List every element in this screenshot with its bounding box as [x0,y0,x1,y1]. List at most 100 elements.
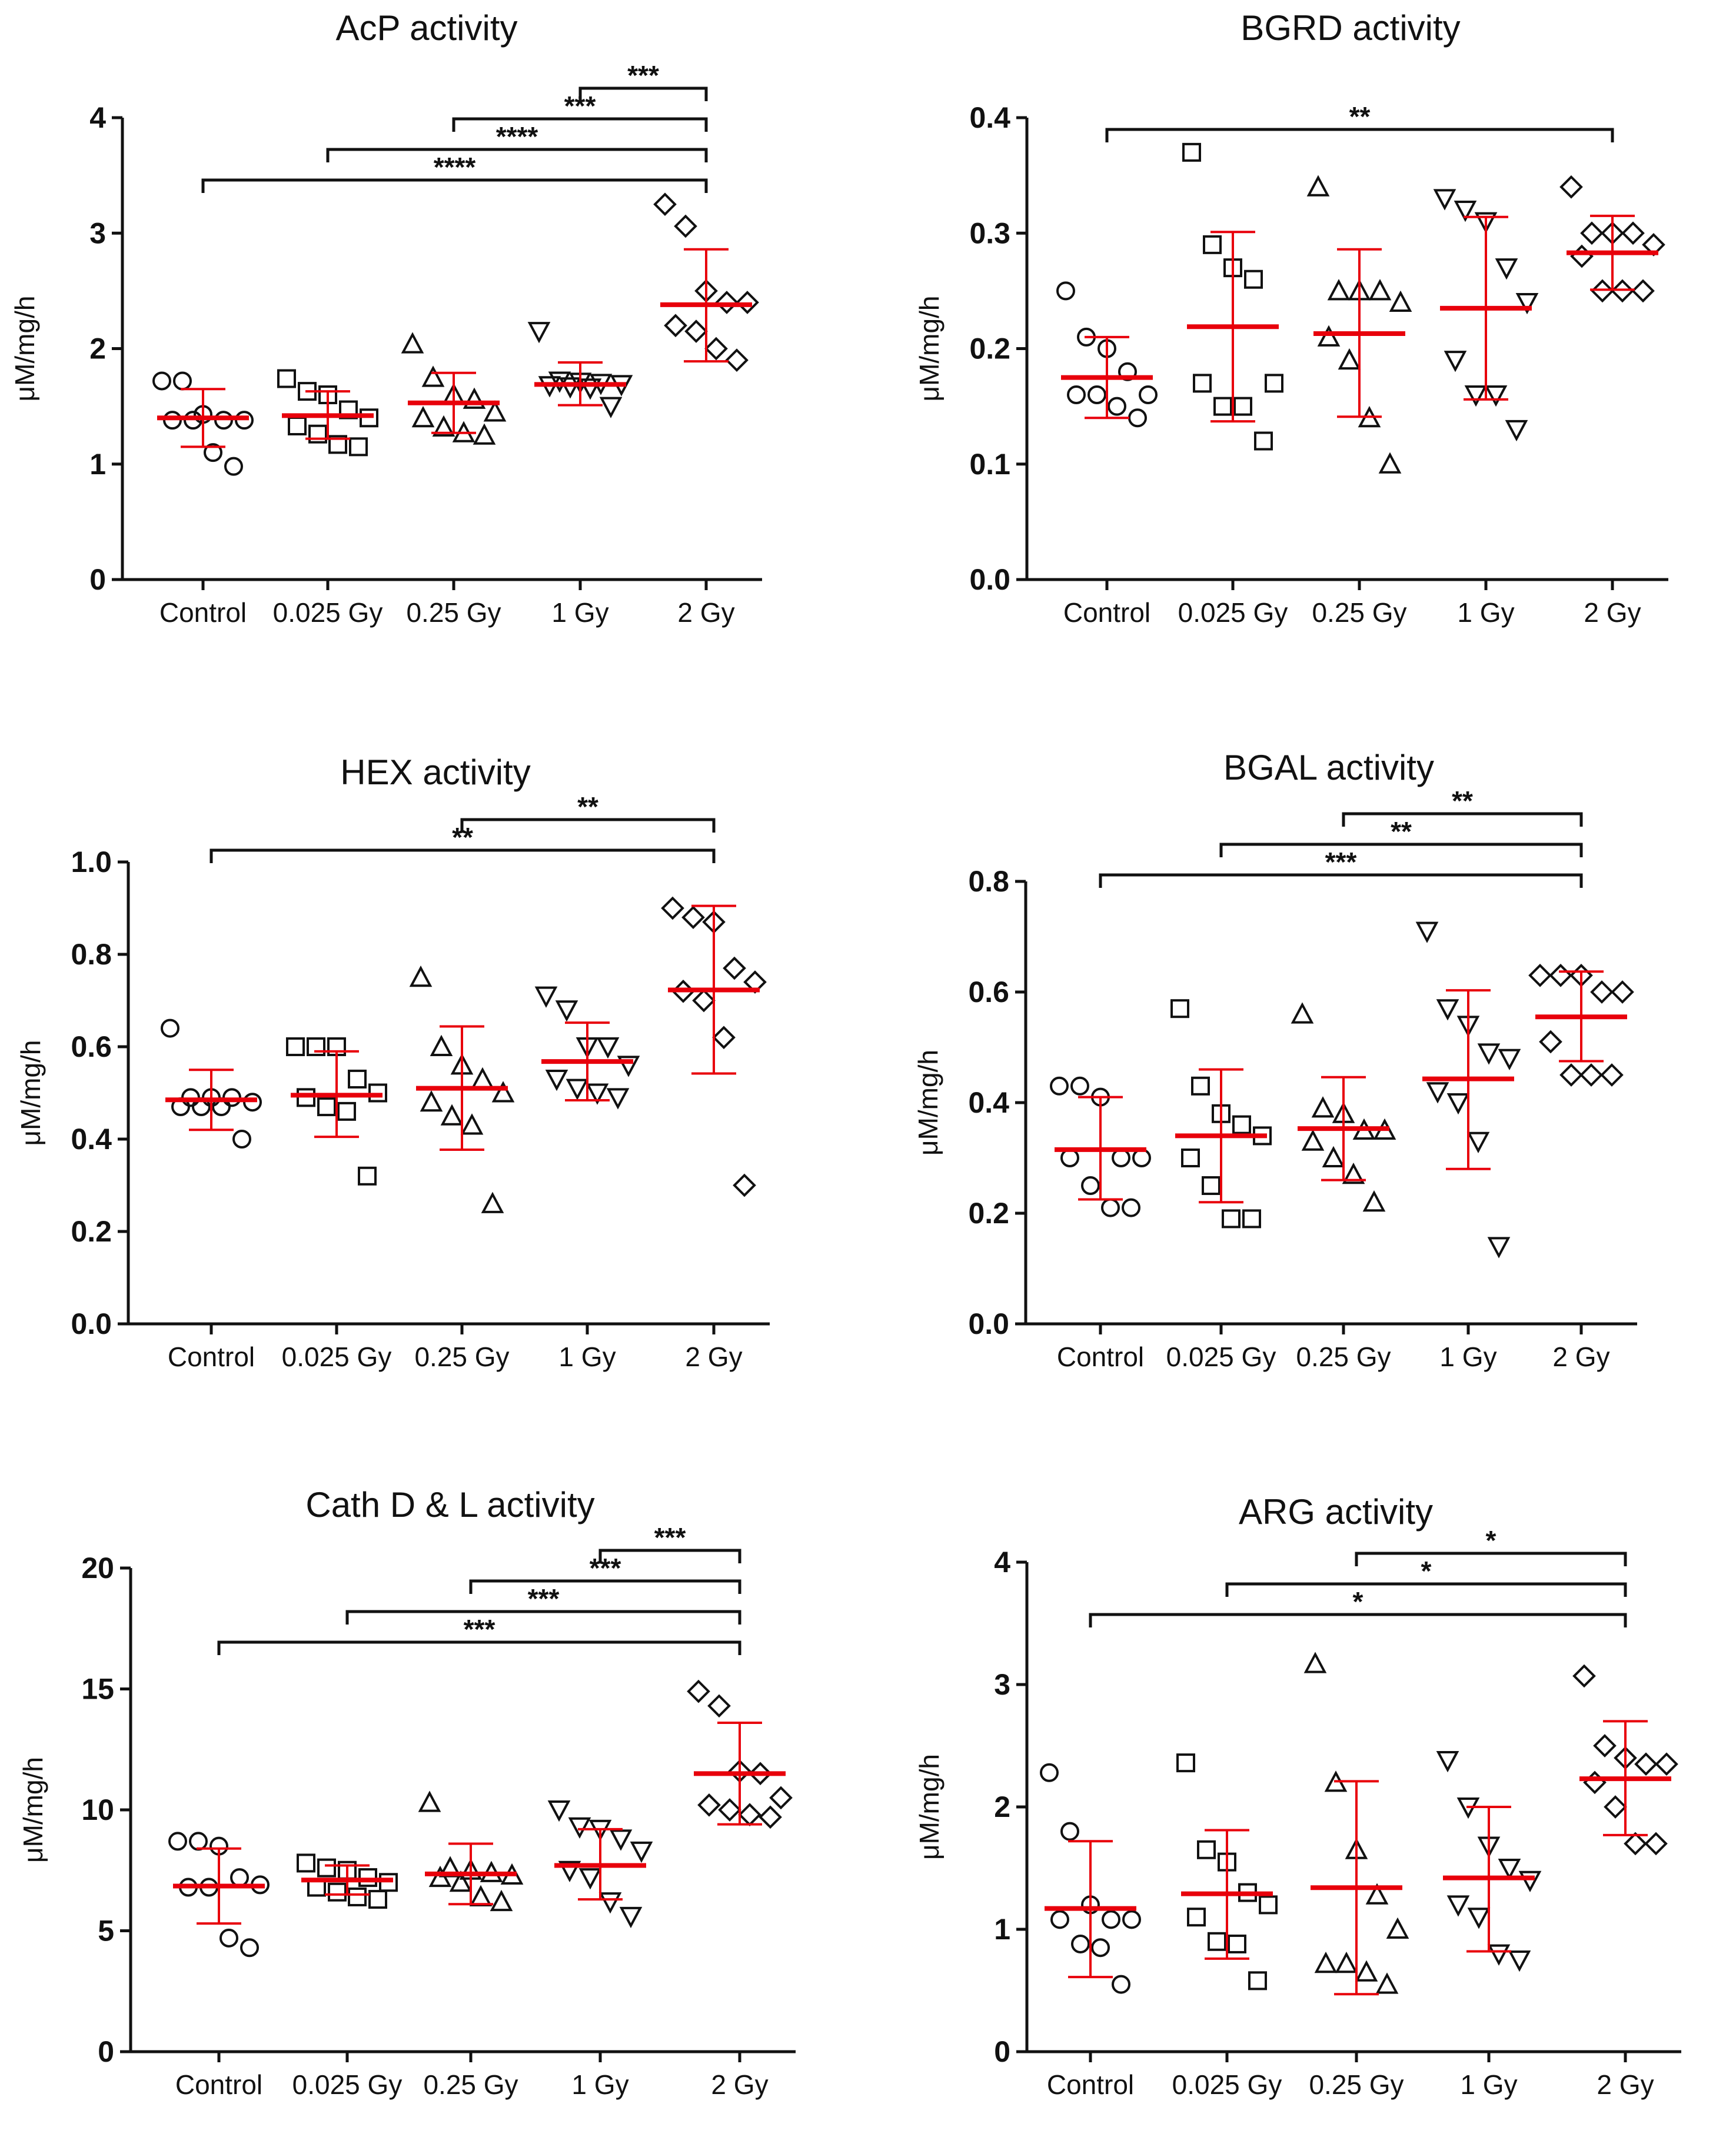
data-point [1265,374,1283,393]
data-point [1327,279,1351,301]
data-point [1228,1934,1246,1953]
chart-panel-3: HEX activity μM/mg/h 0.0 0.2 0.4 0.6 0.8 1.0 Con… [15,753,770,1372]
data-point [224,457,243,476]
data-point [358,1868,377,1888]
x-tick-label: Control [1057,1342,1144,1372]
significance-label: *** [528,1583,560,1614]
bracket-line [1342,812,1583,827]
y-tick-label: 0.2 [71,1215,112,1248]
data-point [630,1841,653,1863]
data-point [173,371,192,391]
data-point [432,415,455,437]
series-4 [1436,1750,1542,1972]
data-point [1081,1176,1100,1195]
data-point [1484,385,1508,407]
significance-bracket: *** [1099,847,1583,888]
significance-label: * [1486,1525,1496,1556]
data-point [490,1889,513,1912]
y-tick-label: 0.6 [968,976,1009,1008]
data-point [1593,1734,1617,1757]
data-point [568,1817,591,1839]
bracket-line [326,148,708,162]
x-tick-label: Control [175,2069,262,2100]
data-point [1242,1209,1261,1229]
data-point [368,1890,387,1909]
y-axis-label: μM/mg/h [15,1040,46,1146]
data-point [704,337,728,361]
series-4 [534,986,640,1110]
data-point [308,424,327,444]
data-point [738,1803,761,1827]
y-tick-label: 0.0 [968,1307,1009,1340]
data-point [715,291,739,314]
data-point [1071,1934,1090,1953]
y-tick-label: 0.3 [969,217,1010,249]
series-5 [1528,963,1634,1087]
series-2 [1182,142,1283,451]
series-4 [527,322,633,418]
data-point [548,371,571,393]
series-2 [1170,999,1272,1229]
series-2 [1176,1753,1278,1990]
series-2 [286,1037,387,1186]
data-point [1389,290,1412,312]
data-point [1464,385,1488,407]
significance-bracket: *** [469,1553,741,1594]
data-point [718,1798,741,1822]
data-point [664,314,687,338]
data-point [1342,1162,1365,1184]
y-tick-label: 2 [994,1790,1010,1823]
series-3 [1306,175,1412,474]
data-point [348,1887,367,1906]
data-point [1611,980,1634,1004]
y-tick-label: 0.8 [71,938,112,971]
data-point [1193,374,1212,393]
data-point [1091,1938,1110,1958]
y-tick-label: 0 [98,2035,114,2068]
data-point [1128,408,1147,428]
data-point [481,1191,504,1213]
data-point [240,1938,259,1958]
data-point [1368,279,1392,301]
data-point [586,1083,609,1105]
data-point [527,322,551,344]
y-tick-label: 0.1 [969,448,1010,481]
data-point [1655,1752,1678,1776]
data-point [596,1037,620,1059]
series-5 [1572,1664,1678,1856]
data-point [725,348,749,372]
data-point [1291,1002,1314,1024]
data-point [1604,1795,1627,1819]
data-point [1579,1063,1603,1087]
data-point [1549,963,1572,987]
y-axis-label: μM/mg/h [913,1050,943,1156]
data-point [598,1892,622,1914]
data-point [328,435,347,454]
data-point [1303,1652,1327,1673]
data-point [286,1037,305,1056]
data-point [328,1882,347,1902]
data-point [1590,980,1614,1004]
data-point [440,1104,464,1126]
data-point [483,400,507,422]
bracket-line [201,178,708,193]
data-point [1050,1910,1069,1929]
data-point [1433,189,1456,211]
data-point [1208,1932,1226,1951]
data-point [1362,1190,1386,1212]
chart-title: ARG activity [1239,1492,1433,1532]
data-point [1508,1950,1531,1972]
data-point [1505,420,1528,442]
data-point [1644,1832,1668,1856]
data-point [1446,1895,1470,1917]
data-point [358,1166,377,1186]
series-5 [687,1679,793,1829]
data-point [1365,1883,1389,1905]
data-point [558,1860,581,1882]
chart-panel-2: BGRD activity μM/mg/h 0.0 0.1 0.2 0.3 0.4 Contr… [914,8,1668,628]
data-point [1040,1763,1059,1782]
series-3 [409,966,515,1213]
significance-bracket: **** [326,121,708,162]
data-point [411,406,435,428]
x-tick-label: 1 Gy [1439,1342,1496,1372]
